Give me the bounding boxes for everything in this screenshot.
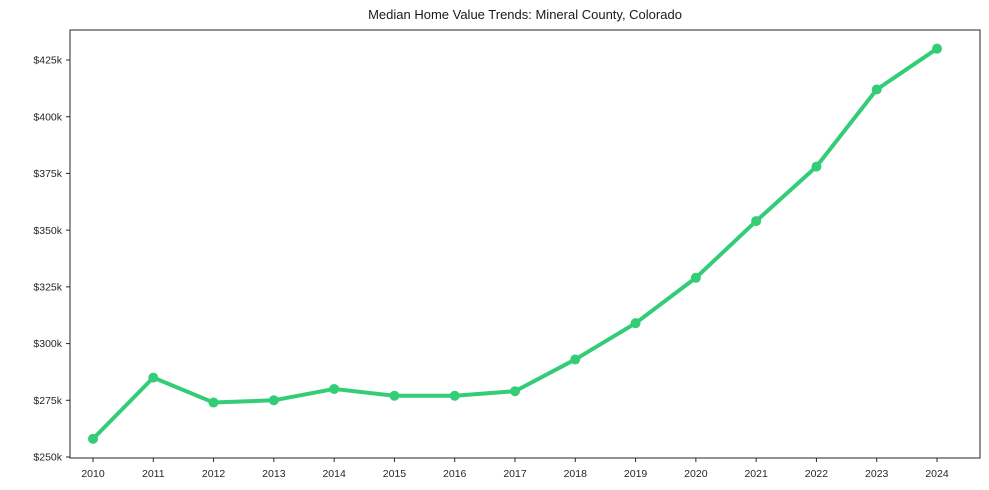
y-tick-label: $300k: [33, 338, 62, 350]
data-point: [570, 354, 581, 365]
x-tick-label: 2020: [684, 468, 708, 480]
x-tick-label: 2024: [925, 468, 949, 480]
y-tick-label: $250k: [33, 452, 62, 464]
plot-frame: [69, 29, 981, 459]
data-point: [389, 390, 400, 401]
data-point: [329, 383, 340, 394]
data-point: [88, 433, 98, 444]
y-tick-label: $425k: [33, 55, 62, 67]
y-tick-label: $350k: [33, 225, 62, 237]
trend-line: [91, 46, 939, 441]
x-tick-label: 2016: [443, 468, 467, 480]
x-tick-label: 2021: [744, 468, 768, 480]
x-tick-label: 2023: [865, 468, 889, 480]
data-point: [811, 161, 822, 172]
x-tick-label: 2017: [503, 468, 527, 480]
data-point: [208, 397, 219, 408]
data-point: [449, 390, 460, 401]
x-tick-label: 2022: [805, 468, 829, 480]
data-point: [751, 216, 762, 227]
data-point: [148, 372, 159, 383]
x-tick-label: 2019: [624, 468, 648, 480]
data-point: [268, 395, 279, 406]
y-tick-label: $400k: [33, 111, 62, 123]
data-point: [509, 386, 520, 397]
x-tick-label: 2010: [81, 468, 105, 480]
x-tick-label: 2012: [202, 468, 226, 480]
x-tick-label: 2011: [142, 468, 165, 480]
y-tick-label: $325k: [33, 282, 62, 294]
x-tick-label: 2013: [262, 468, 286, 480]
data-point: [630, 318, 641, 329]
data-point: [871, 84, 882, 95]
data-point: [931, 43, 942, 54]
chart-title: Median Home Value Trends: Mineral County…: [368, 7, 682, 22]
x-tick-label: 2018: [564, 468, 588, 480]
x-tick-label: 2015: [383, 468, 407, 480]
data-point: [690, 272, 701, 283]
y-tick-label: $375k: [33, 168, 62, 180]
y-tick-label: $275k: [33, 395, 62, 407]
x-tick-label: 2014: [322, 468, 346, 480]
